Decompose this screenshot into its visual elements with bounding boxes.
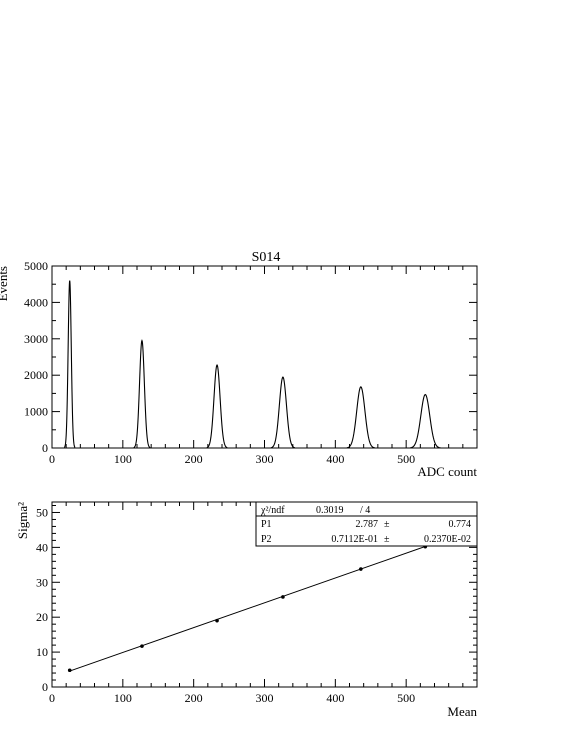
histogram-peak-2	[133, 339, 151, 449]
histogram-x-tick-label: 200	[185, 452, 203, 466]
fit-x-tick-label: 200	[185, 691, 203, 705]
histogram-y-ticks: 0 1000 2000 3000 4000 5000	[24, 259, 477, 455]
histogram-x-tick-label: 400	[326, 452, 344, 466]
histogram-peak-5	[346, 386, 375, 449]
histogram-y-axis-label: Events	[0, 266, 10, 301]
fit-point-3	[215, 618, 219, 623]
histogram-x-axis-label: ADC count	[417, 464, 477, 479]
stats-p2-value: 0.7112E-01	[331, 534, 378, 545]
histogram-y-tick-label: 3000	[24, 332, 48, 346]
fit-y-tick-label: 20	[36, 610, 48, 624]
fit-y-ticks: 0 10 20 30 40 50	[36, 504, 477, 694]
fit-x-tick-label: 100	[114, 691, 132, 705]
fit-y-axis-label: Sigma²	[15, 502, 30, 539]
histogram-x-ticks: 0 100 200 300 400 500	[49, 266, 478, 466]
histogram-y-tick-label: 1000	[24, 405, 48, 419]
stats-p1-error: 0.774	[449, 519, 472, 530]
fit-line	[69, 537, 449, 672]
stats-p2-pm: ±	[384, 534, 390, 545]
fit-panel: 0 100 200 300 400 500 0 10 20 30 40 50 χ²/ndf 0.30…	[15, 501, 478, 719]
histogram-x-tick-label: 500	[397, 452, 415, 466]
histogram-peak-1	[63, 280, 76, 448]
fit-points	[67, 544, 428, 673]
fit-y-tick-label: 0	[42, 680, 48, 694]
fit-y-tick-label: 10	[36, 645, 48, 659]
histogram-y-tick-label: 0	[42, 441, 48, 455]
histogram-peak-4	[270, 376, 296, 449]
fit-x-tick-label: 500	[397, 691, 415, 705]
stats-chi2-label: χ²/ndf	[260, 505, 285, 516]
fit-y-tick-label: 30	[36, 575, 48, 589]
fit-y-tick-label: 40	[36, 540, 48, 554]
stats-p2-error: 0.2370E-02	[424, 534, 471, 545]
stats-p1-value: 2.787	[356, 519, 379, 530]
fit-point-5	[359, 567, 363, 571]
fit-point-4	[281, 595, 285, 599]
fit-point-2	[140, 644, 144, 648]
fit-x-tick-label: 0	[49, 691, 55, 705]
histogram-curves	[63, 280, 441, 449]
histogram-y-tick-label: 5000	[24, 259, 48, 273]
fit-stats-box: χ²/ndf 0.3019 / 4 P1 2.787 ± 0.774 P2 0.…	[255, 501, 478, 547]
histogram-y-tick-label: 2000	[24, 368, 48, 382]
stats-box-frame	[255, 501, 478, 547]
stats-chi2-value: 0.3019	[316, 505, 344, 516]
histogram-x-tick-label: 0	[49, 452, 55, 466]
stats-p1-pm: ±	[384, 519, 390, 530]
fit-x-tick-label: 400	[326, 691, 344, 705]
stats-p1-label: P1	[261, 519, 272, 530]
histogram-x-tick-label: 100	[114, 452, 132, 466]
histogram-x-tick-label: 300	[256, 452, 274, 466]
histogram-frame	[51, 265, 478, 449]
histogram-panel: S014 0 100 200 300 400 500 0 1000 2000 3000 4000 5…	[0, 250, 478, 479]
histogram-title: S014	[252, 250, 281, 265]
stats-p2-label: P2	[261, 534, 272, 545]
histogram-peak-6	[410, 393, 441, 449]
fit-x-axis-label: Mean	[447, 704, 477, 719]
stats-chi2-ndf: / 4	[360, 505, 370, 516]
fit-x-tick-label: 300	[256, 691, 274, 705]
fit-y-tick-label: 50	[36, 505, 48, 519]
fit-point-1	[67, 668, 72, 673]
histogram-peak-3	[206, 364, 228, 449]
histogram-y-tick-label: 4000	[24, 295, 48, 309]
